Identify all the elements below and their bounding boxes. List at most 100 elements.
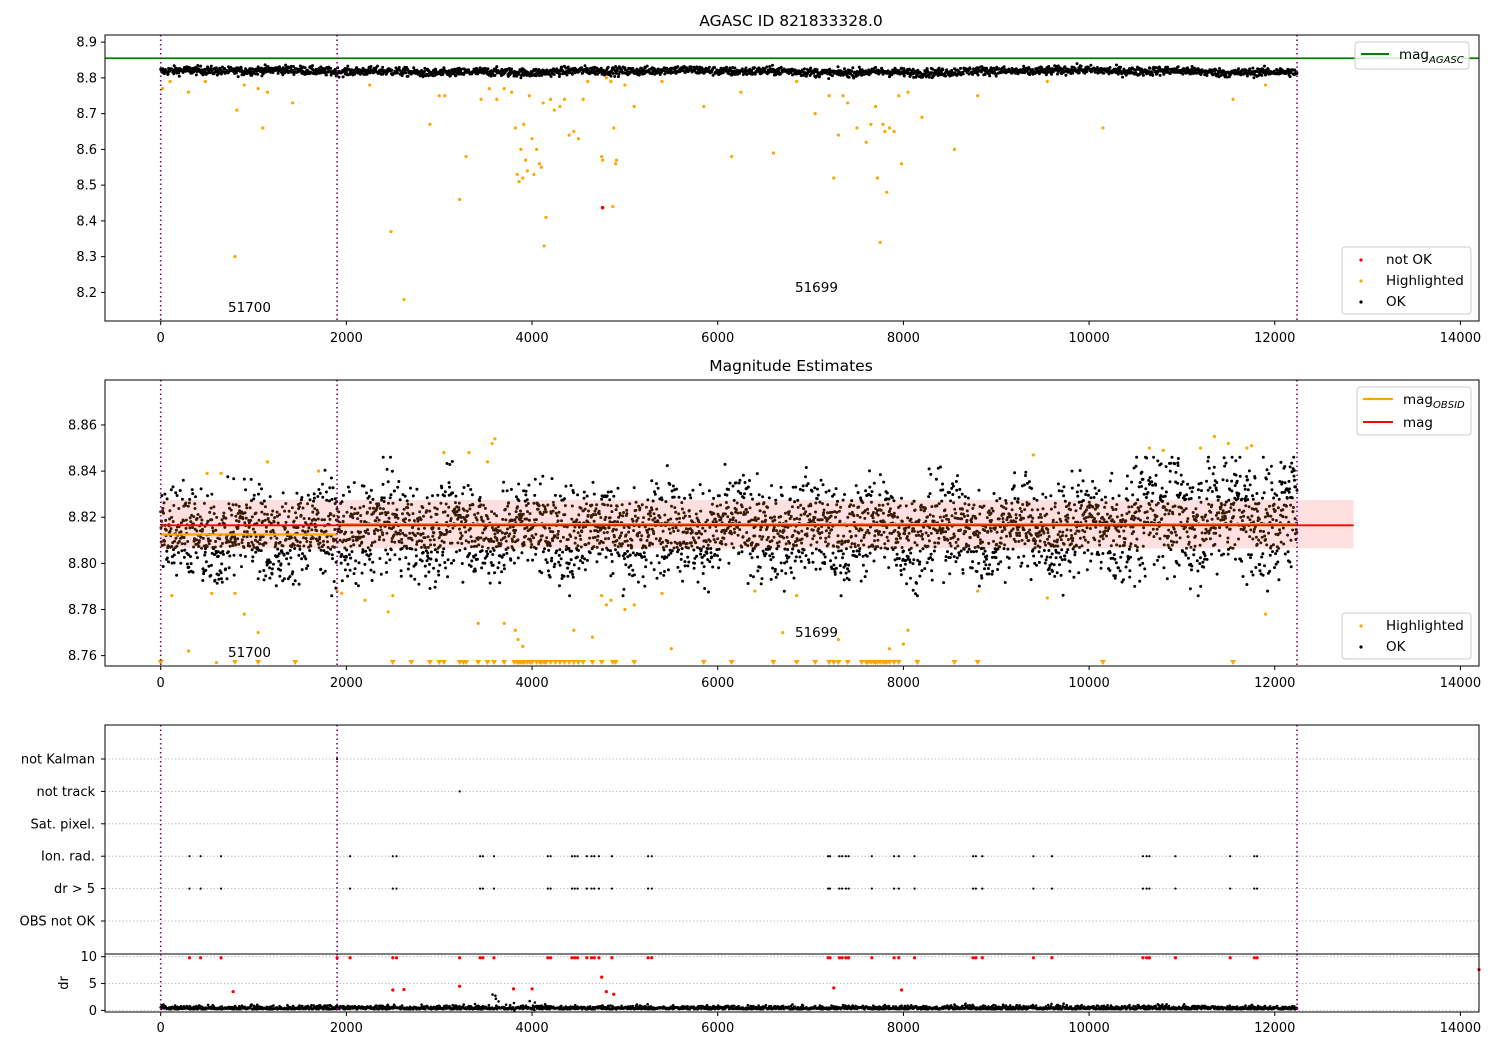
- ok-point: [717, 566, 721, 570]
- ok-point: [213, 545, 217, 549]
- ok-point: [612, 494, 616, 498]
- ok-point: [173, 539, 177, 543]
- ok-point: [237, 504, 241, 508]
- ok-point: [522, 489, 526, 493]
- ok-point: [240, 538, 244, 542]
- ok-point: [761, 495, 765, 499]
- ok-point: [194, 73, 198, 77]
- ok-point: [248, 506, 252, 510]
- ok-point: [621, 542, 624, 546]
- ok-point: [362, 535, 365, 538]
- ok-point: [799, 559, 803, 563]
- ok-point: [658, 516, 662, 519]
- ok-point: [768, 554, 772, 558]
- ok-point: [620, 503, 624, 507]
- ok-point: [709, 551, 713, 555]
- highlighted-point: [855, 126, 859, 130]
- ok-point: [449, 517, 453, 520]
- ok-point: [676, 565, 680, 569]
- ok-point: [739, 492, 743, 495]
- ok-point: [331, 557, 334, 561]
- ok-point: [387, 516, 391, 520]
- ok-point: [350, 530, 354, 534]
- ok-point: [388, 496, 392, 500]
- ok-point: [502, 567, 506, 571]
- ok-point: [804, 475, 807, 479]
- ok-point: [479, 536, 483, 540]
- ok-point: [424, 546, 428, 549]
- ok-point: [740, 550, 744, 554]
- ok-point: [759, 528, 763, 532]
- ok-point: [526, 558, 530, 562]
- ok-point: [232, 553, 236, 557]
- ok-point: [651, 542, 655, 546]
- ok-point: [197, 544, 201, 548]
- ok-point: [569, 484, 573, 487]
- ok-point: [681, 579, 685, 583]
- ok-point: [812, 534, 816, 538]
- ok-point: [563, 497, 566, 501]
- ok-point: [421, 532, 425, 536]
- ok-point: [258, 542, 262, 546]
- ok-point: [822, 552, 826, 556]
- ok-point: [169, 488, 173, 492]
- ok-point: [203, 553, 207, 557]
- ok-point: [778, 529, 782, 533]
- ok-point: [353, 72, 357, 76]
- ok-point: [189, 562, 193, 566]
- ok-point: [544, 558, 548, 562]
- ok-point: [818, 567, 822, 571]
- ok-point: [420, 559, 424, 563]
- ok-point: [714, 520, 718, 524]
- ok-point: [200, 546, 204, 550]
- ok-point: [776, 532, 780, 536]
- ok-point: [843, 67, 846, 71]
- ok-point: [677, 495, 681, 499]
- ok-point: [606, 503, 610, 507]
- highlighted-point: [827, 94, 831, 98]
- ok-point: [640, 534, 644, 538]
- ok-point: [237, 520, 241, 523]
- highlighted-point: [1101, 126, 1105, 130]
- ok-point: [815, 487, 819, 491]
- ok-point: [299, 501, 302, 505]
- ok-point: [592, 545, 596, 549]
- ok-point: [601, 541, 605, 545]
- ok-point: [636, 534, 640, 538]
- ok-point: [611, 572, 615, 575]
- ok-point: [736, 511, 740, 515]
- ok-point: [508, 532, 512, 536]
- ok-point: [525, 526, 529, 529]
- ok-point: [448, 463, 452, 466]
- ok-point: [817, 75, 821, 79]
- ok-point: [341, 493, 345, 497]
- ok-point: [517, 499, 521, 503]
- ok-point: [486, 546, 490, 550]
- ok-point: [231, 544, 235, 547]
- ok-point: [483, 561, 487, 565]
- ok-point: [701, 572, 705, 575]
- ok-point: [587, 509, 590, 513]
- ok-point: [459, 531, 463, 535]
- ok-point: [208, 539, 212, 543]
- ok-point: [514, 528, 517, 532]
- ok-point: [595, 560, 599, 564]
- ok-point: [610, 510, 614, 514]
- ok-point: [567, 561, 571, 565]
- highlighted-point: [887, 126, 892, 130]
- ok-point: [772, 525, 776, 529]
- ok-point: [393, 553, 397, 557]
- ok-point: [369, 488, 373, 492]
- ok-point: [329, 547, 333, 551]
- ok-point: [428, 509, 432, 513]
- ok-point: [234, 503, 238, 507]
- ok-point: [551, 530, 555, 534]
- ok-point: [502, 553, 506, 557]
- ok-point: [556, 529, 560, 533]
- ok-point: [221, 550, 225, 553]
- ok-point: [603, 526, 607, 530]
- y-tick-label: 8.6: [76, 143, 97, 158]
- ok-point: [710, 555, 714, 559]
- ok-point: [722, 536, 726, 540]
- ok-point: [491, 563, 495, 567]
